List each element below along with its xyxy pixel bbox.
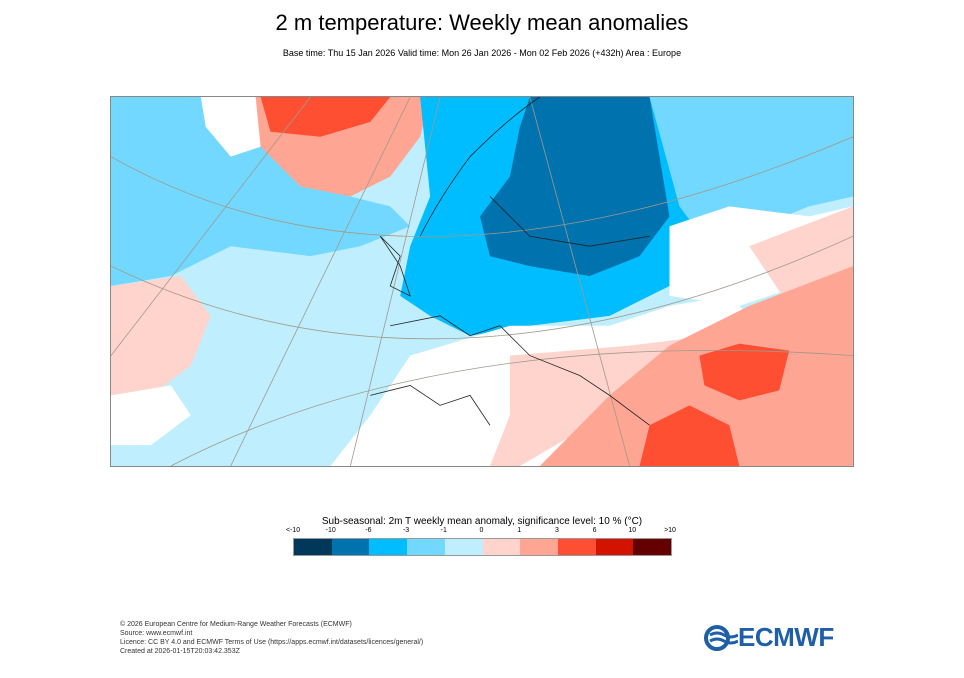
ecmwf-logo-text: ECMWF — [738, 622, 834, 652]
colorbar — [293, 538, 672, 556]
colorbar-swatch — [520, 539, 558, 555]
colorbar-swatch — [369, 539, 408, 555]
coastlines — [370, 97, 650, 426]
legend-title: Sub-seasonal: 2m T weekly mean anomaly, … — [321, 516, 643, 527]
source-text: Source: www.ecmwf.int — [120, 630, 193, 637]
licence-text: Licence: CC BY 4.0 and ECMWF Terms of Us… — [120, 639, 424, 646]
anomaly-region-red-greenland — [260, 97, 391, 137]
colorbar-swatch — [444, 539, 483, 555]
graticule — [111, 97, 853, 466]
footer: © 2026 European Centre for Medium-Range … — [120, 620, 423, 656]
chart-subtitle: Base time: Thu 15 Jan 2026 Valid time: M… — [282, 48, 682, 58]
colorbar-swatch — [294, 539, 332, 555]
colorbar-tick-label: 0 — [479, 527, 484, 534]
colorbar-tick-label: -6 — [365, 527, 372, 534]
colorbar-tick-label: -3 — [402, 527, 410, 534]
chart-title: 2 m temperature: Weekly mean anomalies — [275, 10, 689, 35]
colorbar-tick-label: 1 — [517, 527, 522, 534]
colorbar-swatch — [633, 539, 672, 555]
anomaly-region-pink-west — [111, 276, 211, 406]
colorbar-swatch — [557, 539, 596, 555]
anomaly-region-light-blue-east — [649, 97, 853, 247]
ecmwf-logo: ECMWF — [704, 622, 834, 653]
colorbar-tick-label: >10 — [664, 527, 676, 534]
colorbar-tick-label: -1 — [440, 527, 447, 534]
colorbar-swatch — [595, 539, 634, 555]
colorbar-tick-label: <-10 — [285, 527, 301, 534]
anomaly-region-white-atlantic — [200, 97, 261, 157]
ecmwf-logo-icon — [704, 624, 738, 651]
copyright-text: © 2026 European Centre for Medium-Range … — [120, 621, 352, 628]
colorbar-tick-label: -10 — [325, 527, 336, 534]
anomaly-region-light-blue-north — [111, 97, 411, 286]
colorbar-swatch — [407, 539, 445, 555]
anomaly-region-red-southeast-1 — [699, 343, 790, 401]
colorbar-tick-label: 3 — [554, 527, 559, 534]
anomaly-region-red-southeast-2 — [639, 405, 740, 466]
anomaly-map — [110, 96, 854, 467]
colorbar-swatch — [331, 539, 370, 555]
created-text: Created at 2026-01-15T20:03:42.353Z — [120, 648, 240, 655]
colorbar-tick-label: 6 — [592, 527, 597, 534]
colorbar-tick-label: 10 — [628, 527, 637, 534]
anomaly-region-salmon-southeast — [539, 266, 853, 466]
colorbar-swatch — [482, 539, 521, 555]
anomaly-region-dark-blue — [480, 97, 670, 277]
